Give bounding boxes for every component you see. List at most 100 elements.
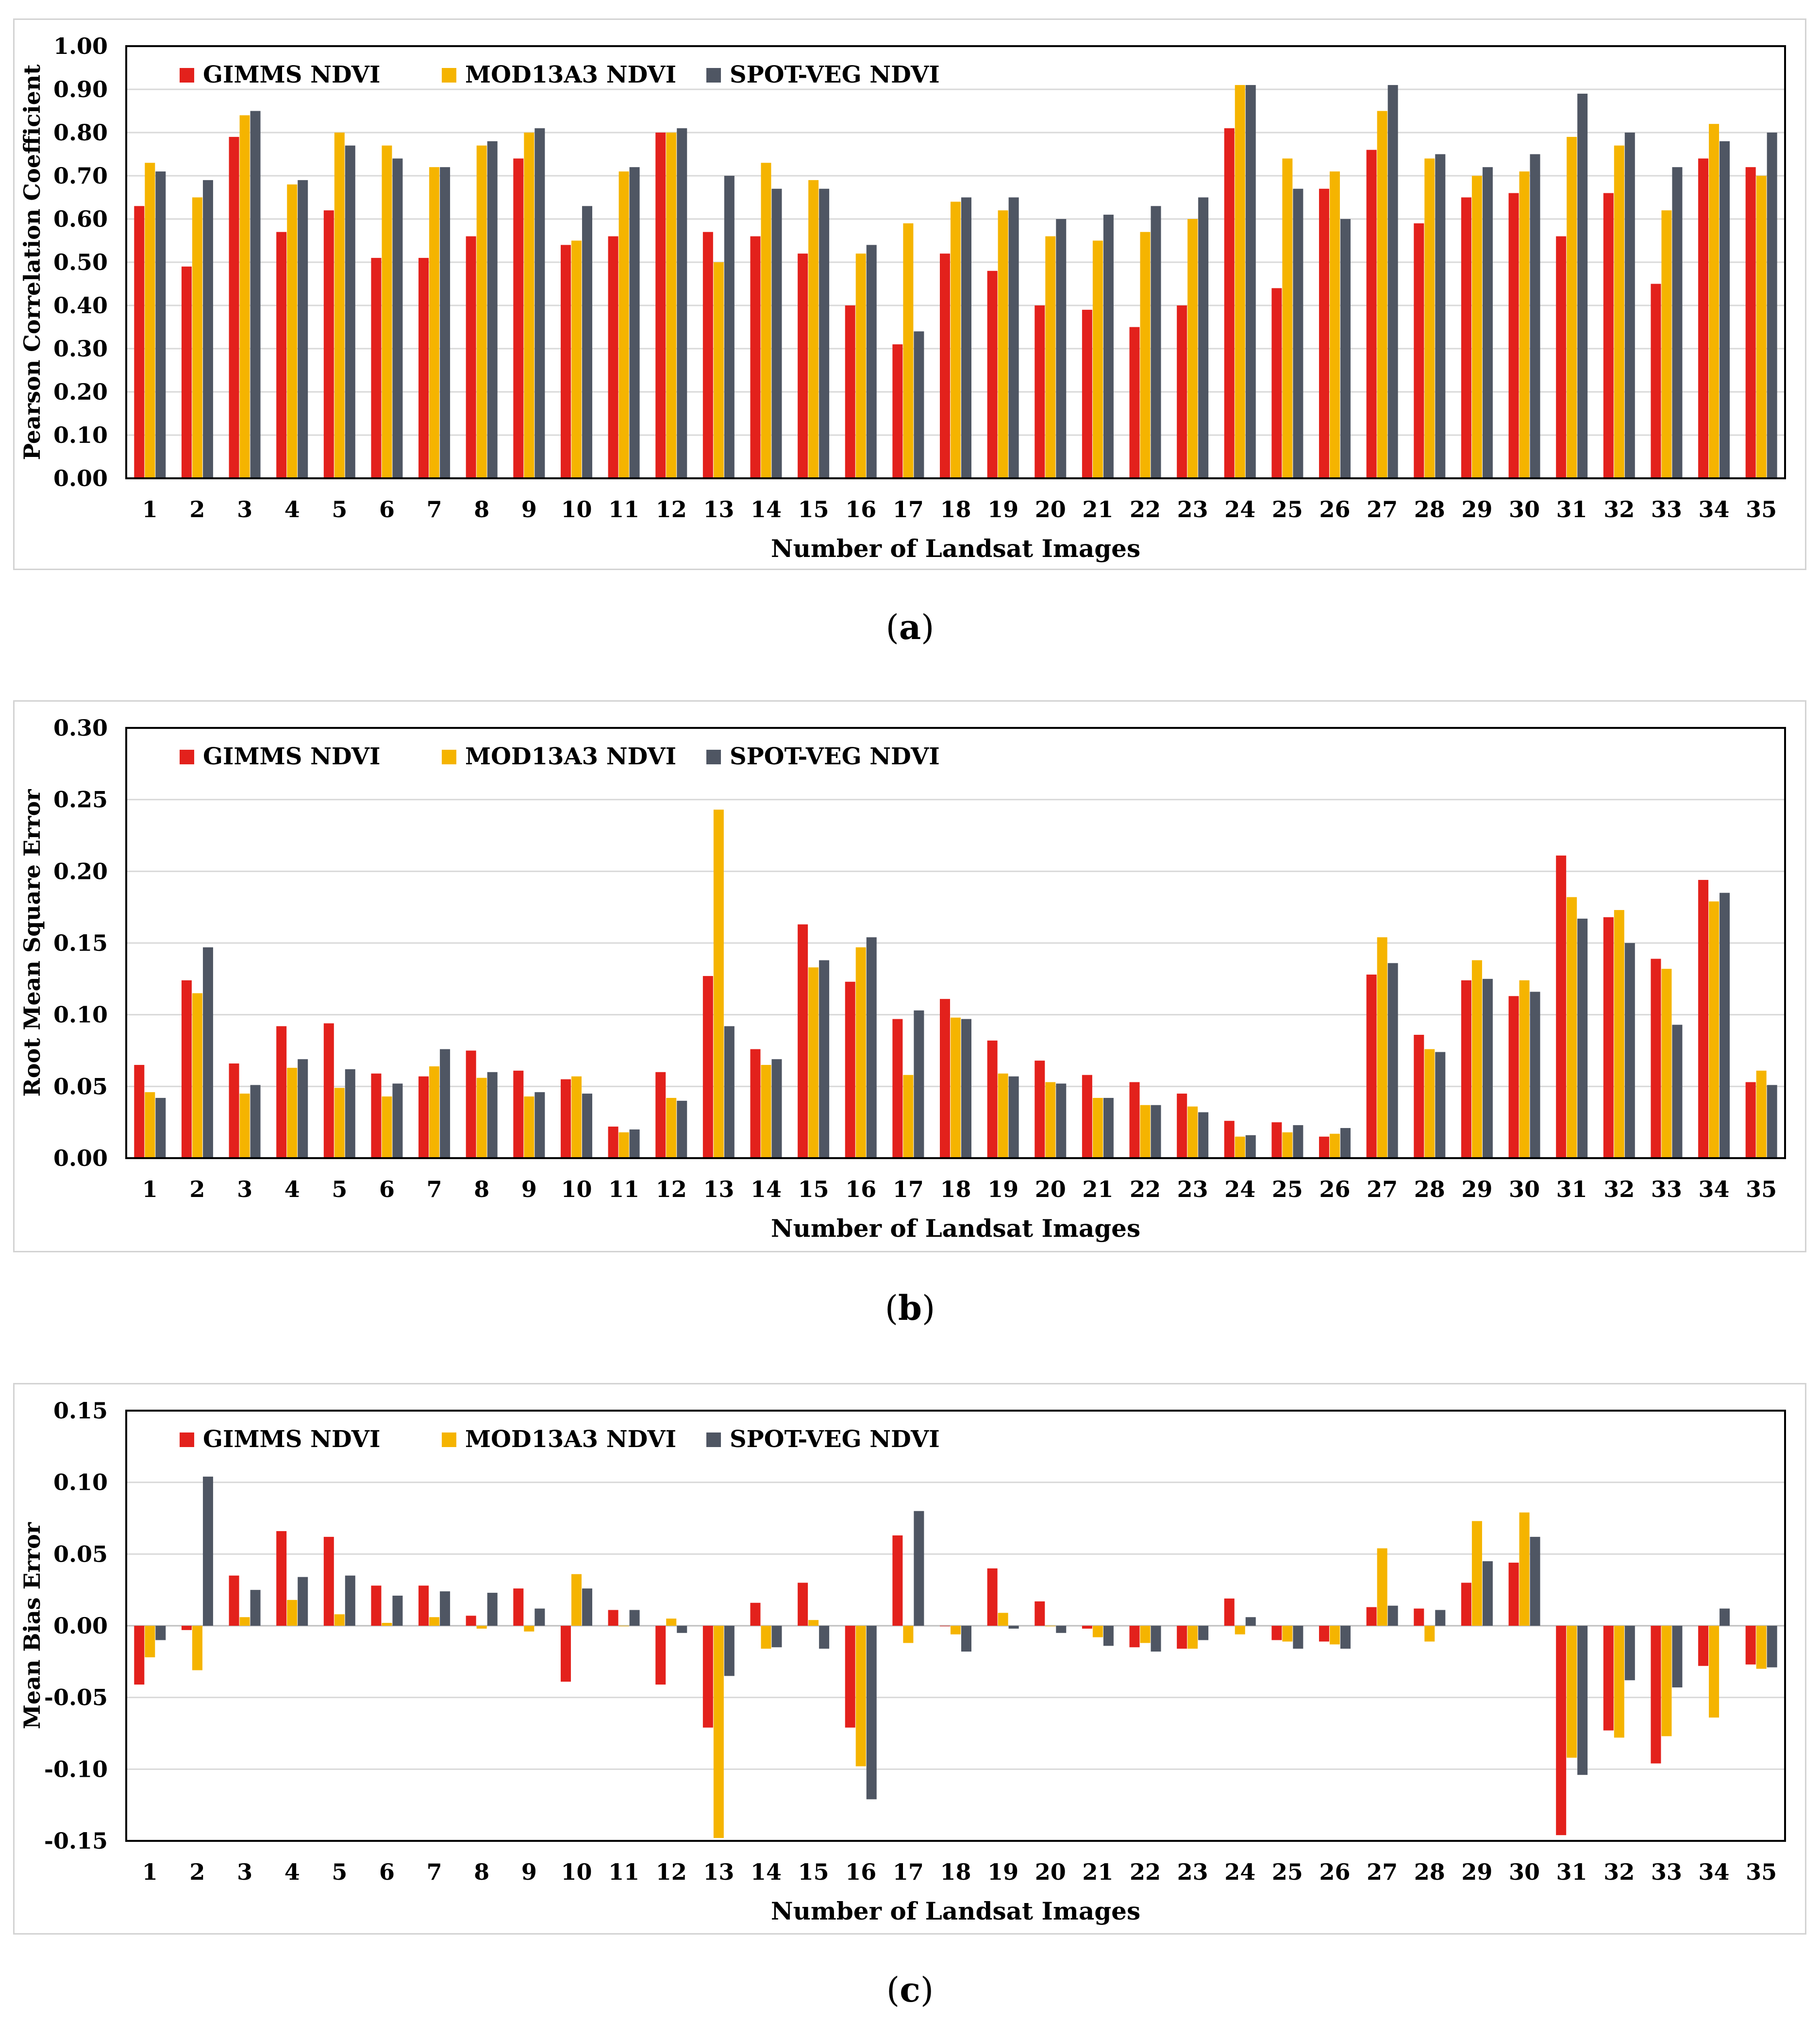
caption-a-label: a — [899, 607, 921, 647]
y-tick-label: 0.00 — [53, 1145, 108, 1171]
bar-spot-veg-ndvi-34 — [1720, 1608, 1730, 1626]
x-tick-label: 7 — [427, 1176, 442, 1202]
bar-spot-veg-ndvi-12 — [677, 1626, 687, 1633]
bar-gimms-ndvi-17 — [892, 1019, 903, 1158]
bar-mod13a3-ndvi-28 — [1424, 158, 1435, 478]
bar-mod13a3-ndvi-18 — [951, 202, 961, 478]
x-tick-label: 26 — [1319, 1176, 1351, 1202]
x-tick-label: 8 — [474, 1859, 489, 1885]
bar-mod13a3-ndvi-22 — [1140, 1105, 1151, 1158]
bar-gimms-ndvi-15 — [798, 253, 808, 478]
bar-spot-veg-ndvi-26 — [1340, 1128, 1351, 1158]
bar-gimms-ndvi-15 — [798, 924, 808, 1158]
x-tick-label: 5 — [332, 1859, 347, 1885]
bar-gimms-ndvi-11 — [608, 236, 618, 478]
bar-mod13a3-ndvi-31 — [1567, 897, 1577, 1158]
bar-mod13a3-ndvi-15 — [808, 180, 819, 478]
bar-spot-veg-ndvi-25 — [1293, 188, 1303, 478]
x-tick-label: 24 — [1224, 1176, 1255, 1202]
bar-mod13a3-ndvi-2 — [192, 197, 202, 478]
bar-mod13a3-ndvi-18 — [951, 1626, 961, 1634]
bar-mod13a3-ndvi-5 — [334, 1088, 345, 1158]
bar-mod13a3-ndvi-22 — [1140, 1626, 1151, 1643]
bar-spot-veg-ndvi-4 — [298, 180, 308, 478]
x-tick-label: 34 — [1699, 496, 1730, 522]
bar-gimms-ndvi-12 — [655, 133, 666, 478]
x-tick-label: 16 — [845, 496, 876, 522]
x-tick-label: 29 — [1461, 496, 1492, 522]
x-tick-label: 34 — [1699, 1859, 1730, 1885]
bar-mod13a3-ndvi-19 — [998, 1073, 1008, 1158]
bar-mod13a3-ndvi-10 — [571, 240, 582, 478]
y-tick-label: 0.70 — [53, 163, 108, 189]
bar-spot-veg-ndvi-31 — [1577, 918, 1588, 1158]
bar-mod13a3-ndvi-6 — [382, 1623, 392, 1626]
x-tick-label: 3 — [237, 1859, 252, 1885]
bar-gimms-ndvi-26 — [1319, 1136, 1330, 1158]
x-tick-label: 12 — [656, 496, 687, 522]
bar-spot-veg-ndvi-28 — [1435, 154, 1446, 478]
y-axis-title: Mean Bias Error — [19, 1522, 45, 1729]
y-axis-title: Root Mean Square Error — [19, 789, 45, 1097]
bar-spot-veg-ndvi-15 — [819, 188, 830, 478]
bar-gimms-ndvi-15 — [798, 1583, 808, 1626]
bar-gimms-ndvi-29 — [1461, 197, 1471, 478]
bar-spot-veg-ndvi-11 — [629, 1610, 640, 1626]
bar-gimms-ndvi-30 — [1508, 193, 1519, 479]
plot-border — [125, 727, 1786, 1159]
bar-spot-veg-ndvi-6 — [392, 158, 403, 478]
bar-mod13a3-ndvi-34 — [1709, 901, 1720, 1158]
legend-label: GIMMS NDVI — [203, 1426, 380, 1453]
caption-a: (a) — [885, 607, 935, 647]
bar-mod13a3-ndvi-1 — [145, 1092, 155, 1158]
bar-spot-veg-ndvi-25 — [1293, 1626, 1303, 1649]
legend-swatch — [442, 68, 456, 83]
caption-c: (c) — [886, 1970, 934, 2010]
bar-mod13a3-ndvi-20 — [1045, 236, 1056, 478]
x-tick-label: 28 — [1414, 1859, 1445, 1885]
bar-gimms-ndvi-10 — [560, 1626, 571, 1682]
bar-gimms-ndvi-34 — [1698, 880, 1709, 1158]
bar-spot-veg-ndvi-2 — [202, 1476, 213, 1626]
bar-mod13a3-ndvi-28 — [1424, 1626, 1435, 1642]
plot-border — [125, 1410, 1786, 1842]
bar-gimms-ndvi-28 — [1414, 1035, 1424, 1158]
bar-gimms-ndvi-20 — [1035, 1061, 1045, 1158]
bar-gimms-ndvi-16 — [845, 305, 855, 478]
x-tick-label: 10 — [561, 496, 592, 522]
bar-mod13a3-ndvi-26 — [1330, 171, 1340, 479]
bar-mod13a3-ndvi-1 — [145, 1626, 155, 1657]
bar-spot-veg-ndvi-16 — [866, 1626, 877, 1800]
x-tick-label: 20 — [1035, 1176, 1066, 1202]
caption-b-label: b — [898, 1288, 922, 1328]
bar-gimms-ndvi-11 — [608, 1610, 618, 1626]
chart-rmse: 0.000.050.100.150.200.250.301 2 3 4 5 6 7 8 9 10 1… — [19, 715, 1786, 1243]
bar-gimms-ndvi-10 — [560, 1079, 571, 1158]
bar-mod13a3-ndvi-25 — [1282, 1626, 1293, 1642]
panel-c-frame — [13, 1383, 1806, 1935]
bar-mod13a3-ndvi-3 — [239, 115, 250, 478]
bar-mod13a3-ndvi-27 — [1377, 1548, 1387, 1626]
bar-mod13a3-ndvi-28 — [1424, 1049, 1435, 1158]
bar-spot-veg-ndvi-18 — [961, 1626, 971, 1652]
bar-gimms-ndvi-9 — [513, 1070, 524, 1158]
legend-label: MOD13A3 NDVI — [465, 1426, 676, 1453]
bar-gimms-ndvi-6 — [371, 258, 382, 478]
x-tick-label: 16 — [845, 1176, 876, 1202]
bar-gimms-ndvi-26 — [1319, 188, 1330, 478]
bar-gimms-ndvi-7 — [418, 1076, 429, 1158]
panel-b-frame — [13, 700, 1806, 1252]
x-tick-label: 32 — [1603, 496, 1635, 522]
x-tick-label: 15 — [798, 496, 829, 522]
bar-mod13a3-ndvi-5 — [334, 133, 345, 478]
legend-swatch — [706, 68, 721, 83]
bar-mod13a3-ndvi-16 — [855, 253, 866, 478]
x-tick-label: 33 — [1651, 496, 1682, 522]
x-tick-label: 10 — [561, 1176, 592, 1202]
bar-spot-veg-ndvi-33 — [1672, 1626, 1683, 1687]
legend-item-gimms-ndvi: GIMMS NDVI — [180, 743, 380, 770]
x-tick-label: 30 — [1509, 1176, 1540, 1202]
bar-spot-veg-ndvi-15 — [819, 960, 830, 1158]
x-tick-label: 22 — [1130, 1859, 1161, 1885]
x-tick-label: 21 — [1082, 496, 1113, 522]
